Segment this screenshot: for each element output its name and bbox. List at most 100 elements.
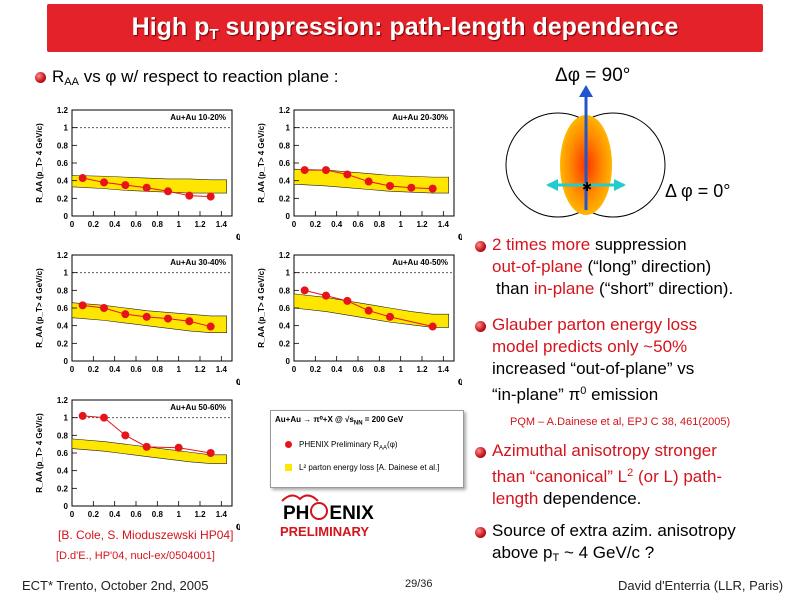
y-tick-label: 0.4 [279, 177, 291, 186]
y-tick-label: 1 [64, 414, 69, 423]
x-tick-label: 0.4 [331, 365, 343, 374]
bullet-icon [475, 447, 486, 458]
data-point [185, 317, 194, 326]
bullet-text-2: Glauber parton energy loss model predict… [492, 315, 698, 404]
panel-title: Au+Au 20-30% [392, 113, 448, 122]
ref-denterria: [D.d'E., HP'04, nucl-ex/0504001] [56, 550, 215, 562]
x-tick-label: 1 [398, 220, 403, 229]
legend-item-data: PHENIX Preliminary RAA(φ) [299, 440, 398, 452]
x-tick-label: 0.8 [152, 510, 164, 519]
data-point [386, 312, 394, 321]
panel-title: Au+Au 30-40% [170, 258, 226, 267]
x-tick-label: 1.4 [216, 220, 228, 229]
x-tick-label: 0.4 [331, 220, 343, 229]
data-point [121, 181, 130, 190]
bullet-icon [475, 241, 486, 252]
data-point [121, 431, 130, 440]
y-tick-label: 0.8 [279, 286, 291, 295]
y-tick-label: 1 [64, 124, 69, 133]
x-tick-label: 0 [70, 365, 75, 374]
legend-header: Au+Au → π⁰+X @ √sNN = 200 GeV [275, 415, 404, 427]
y-tick-label: 1 [286, 124, 291, 133]
y-tick-label: 1.2 [57, 251, 69, 260]
data-point [428, 322, 437, 331]
bullet-text-4: Source of extra azim. anisotropy above p… [492, 521, 736, 564]
footer-right: David d'Enterria (LLR, Paris) [618, 578, 784, 593]
x-tick-label: 0.4 [109, 510, 121, 519]
x-tick-label: 0.2 [88, 220, 100, 229]
data-point [206, 322, 215, 331]
x-tick-label: 0 [70, 220, 75, 229]
y-tick-label: 1.2 [279, 251, 291, 260]
data-point [428, 184, 437, 193]
ref-cole: [B. Cole, S. Mioduszewski HP04] [58, 528, 234, 542]
data-point [206, 449, 215, 457]
x-tick-label: 1.2 [194, 365, 206, 374]
data-point [343, 170, 352, 179]
title-bar: High pT suppression: path-length depende… [47, 4, 763, 52]
y-tick-label: 0.4 [57, 322, 69, 331]
data-point [386, 181, 394, 190]
data-point [343, 296, 352, 305]
x-tick-label: 1.4 [438, 220, 450, 229]
y-tick-label: 0.2 [57, 194, 69, 203]
y-tick-label: 1.2 [57, 106, 69, 115]
data-point [142, 442, 151, 451]
data-point [100, 413, 108, 422]
x-axis-label: φ [458, 374, 462, 385]
x-tick-label: 1 [398, 365, 403, 374]
data-point [121, 310, 130, 319]
x-tick-label: 1.2 [194, 220, 206, 229]
data-point [300, 166, 309, 175]
data-point [142, 183, 151, 192]
y-tick-label: 0.8 [57, 286, 69, 295]
chart-panel-30-40: 0 0.2 0.4 0.6 0.8 1 1.2 0 0.2 0.4 0.6 0.8 1 1.2 1.4 φ R_… [35, 251, 240, 385]
bullet-icon [35, 72, 46, 83]
y-axis-label: R_AA (p_T> 4 GeV/c) [257, 268, 266, 348]
plot-frame [71, 109, 233, 217]
y-tick-label: 0.4 [57, 177, 69, 186]
data-point [364, 306, 373, 315]
panel-title: Au+Au 50-60% [170, 403, 226, 412]
x-axis-label: φ [236, 374, 240, 385]
x-tick-label: 0.8 [152, 220, 164, 229]
y-tick-label: 1.2 [57, 396, 69, 405]
x-tick-label: 0.8 [374, 365, 386, 374]
y-tick-label: 0.2 [279, 194, 291, 203]
center-star-icon: ✱ [582, 180, 592, 194]
x-tick-label: 0.6 [130, 220, 142, 229]
model-band [71, 438, 227, 464]
x-tick-label: 1.4 [216, 510, 228, 519]
ref-pqm: PQM – A.Dainese et al, EPJ C 38, 461(200… [510, 416, 731, 428]
x-axis-label: φ [236, 519, 240, 530]
bullet-icon [475, 527, 486, 538]
chart-panel-20-30: 0 0.2 0.4 0.6 0.8 1 1.2 0 0.2 0.4 0.6 0.8 1 1.2 1.4 φ R_… [257, 106, 462, 240]
arrow-head-up [579, 85, 593, 97]
phenix-o-icon [310, 502, 329, 520]
data-point [364, 177, 373, 186]
x-tick-label: 0.4 [109, 365, 121, 374]
data-point [164, 187, 172, 196]
plot-frame [293, 109, 455, 217]
bullet-text-1: 2 times more suppression out-of-plane (“… [492, 235, 734, 298]
chart-panel-40-50: 0 0.2 0.4 0.6 0.8 1 1.2 0 0.2 0.4 0.6 0.8 1 1.2 1.4 φ R_… [257, 251, 462, 385]
dphi0-label: Δ φ = 0° [665, 181, 731, 201]
arrow-head-left [546, 179, 558, 191]
y-tick-label: 0.2 [57, 484, 69, 493]
y-tick-label: 0.6 [279, 159, 291, 168]
y-tick-label: 1 [286, 269, 291, 278]
x-tick-label: 1 [176, 365, 181, 374]
x-tick-label: 0.6 [352, 220, 364, 229]
y-tick-label: 0.4 [279, 322, 291, 331]
x-tick-label: 1.2 [416, 220, 428, 229]
data-point [78, 411, 87, 420]
chart-panel-10-20: 0 0.2 0.4 0.6 0.8 1 1.2 0 0.2 0.4 0.6 0.8 1 1.2 1.4 φ R_… [35, 106, 240, 240]
x-tick-label: 0.8 [152, 365, 164, 374]
y-tick-label: 0.2 [57, 339, 69, 348]
x-tick-label: 0.6 [130, 510, 142, 519]
data-point [300, 286, 309, 295]
data-point [407, 183, 416, 192]
x-tick-label: 0 [292, 220, 297, 229]
x-axis-label: φ [236, 229, 240, 240]
y-tick-label: 0 [64, 357, 69, 366]
